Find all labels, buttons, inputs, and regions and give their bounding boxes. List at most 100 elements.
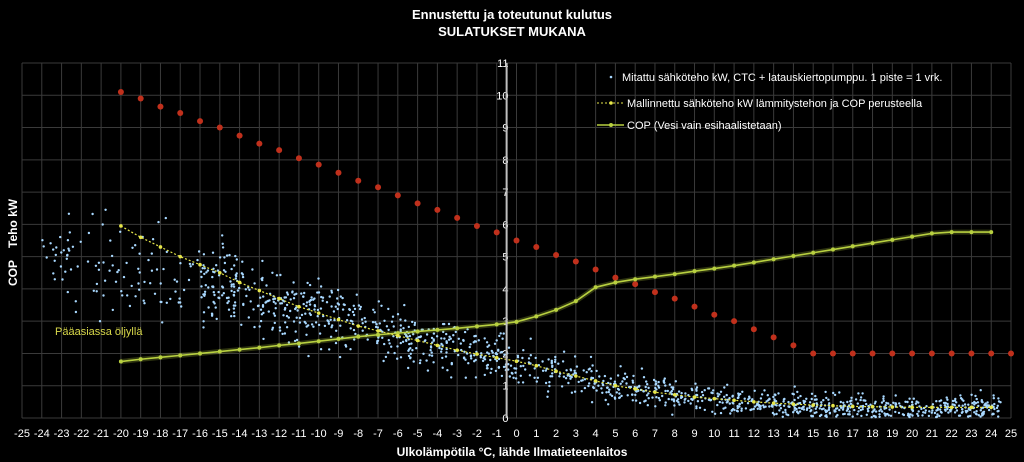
measured-point (573, 390, 577, 393)
measured-point (853, 408, 856, 412)
measured-point (562, 375, 566, 378)
red-dot (434, 206, 441, 213)
measured-point (95, 290, 98, 293)
measured-point (775, 412, 778, 416)
measured-point (647, 386, 650, 390)
measured-point (732, 402, 735, 405)
measured-point (53, 259, 56, 262)
measured-point (646, 383, 649, 386)
measured-point (619, 382, 622, 385)
measured-point (694, 382, 697, 385)
measured-point (939, 404, 942, 407)
measured-point (469, 343, 472, 346)
red-dot (414, 200, 421, 207)
measured-point (381, 336, 384, 339)
measured-point (54, 253, 57, 257)
measured-point (499, 332, 502, 335)
modelled-point (198, 262, 202, 267)
measured-point (500, 350, 504, 354)
measured-point (654, 380, 657, 383)
measured-point (205, 271, 208, 274)
chart-title: Ennustettu ja toteutunut kulutus (412, 7, 612, 22)
measured-point (882, 399, 885, 403)
cop-point (534, 314, 539, 319)
measured-point (952, 403, 956, 406)
x-tick-label: 14 (787, 428, 799, 440)
measured-point (438, 346, 441, 350)
measured-point (992, 394, 995, 397)
measured-point (634, 393, 637, 397)
measured-point (703, 389, 706, 392)
measured-point (953, 411, 957, 414)
measured-point (221, 285, 224, 288)
modelled-point (692, 395, 697, 399)
measured-point (296, 309, 299, 312)
measured-point (211, 275, 214, 279)
measured-point (426, 369, 430, 372)
measured-point (554, 355, 557, 359)
measured-point (607, 390, 610, 394)
measured-point (235, 272, 238, 275)
measured-point (155, 268, 159, 271)
measured-point (410, 342, 413, 345)
measured-point (687, 399, 690, 403)
measured-point (601, 383, 605, 387)
measured-point (262, 311, 265, 315)
measured-point (976, 401, 980, 404)
measured-point (464, 376, 467, 379)
measured-point (252, 308, 255, 311)
measured-point (384, 355, 388, 359)
measured-point (492, 354, 495, 358)
measured-point (861, 392, 864, 395)
cop-point (336, 336, 341, 341)
measured-point (601, 391, 604, 394)
measured-point (943, 404, 947, 407)
measured-point (716, 395, 720, 398)
modelled-point (890, 405, 895, 409)
measured-point (957, 404, 961, 407)
measured-point (203, 293, 206, 296)
x-tick-label: -14 (232, 428, 248, 440)
measured-point (741, 390, 744, 393)
measured-point (618, 396, 621, 400)
measured-point (91, 212, 94, 216)
measured-point (731, 408, 735, 411)
measured-point (137, 267, 140, 270)
modelled-point (653, 390, 657, 394)
measured-point (899, 404, 902, 408)
measured-point (647, 392, 650, 395)
measured-point (610, 394, 614, 398)
measured-point (752, 407, 755, 411)
measured-point (996, 404, 999, 407)
measured-point (396, 313, 400, 316)
x-tick-label: 3 (573, 428, 579, 440)
measured-point (157, 220, 160, 224)
measured-point (281, 332, 284, 336)
measured-point (242, 302, 245, 306)
measured-point (560, 385, 564, 388)
measured-point (828, 411, 832, 414)
red-dot (829, 350, 836, 357)
red-dot (869, 350, 876, 357)
legend-label-measured: Mitattu sähköteho kW, CTC + latauskierto… (622, 72, 942, 84)
measured-point (292, 297, 296, 300)
measured-point (221, 294, 224, 297)
measured-point (664, 404, 667, 407)
measured-point (110, 254, 114, 258)
measured-point (604, 398, 607, 402)
measured-point (341, 308, 345, 311)
measured-point (310, 323, 314, 326)
measured-point (120, 290, 123, 293)
measured-point (920, 407, 923, 411)
measured-point (138, 252, 141, 255)
measured-point (838, 408, 841, 412)
measured-point (216, 269, 220, 272)
measured-point (957, 414, 961, 417)
measured-point (666, 389, 669, 393)
measured-point (308, 283, 312, 287)
measured-point (42, 245, 45, 248)
measured-point (605, 386, 609, 389)
measured-point (256, 304, 260, 308)
measured-point (695, 393, 699, 397)
measured-point (691, 398, 694, 402)
